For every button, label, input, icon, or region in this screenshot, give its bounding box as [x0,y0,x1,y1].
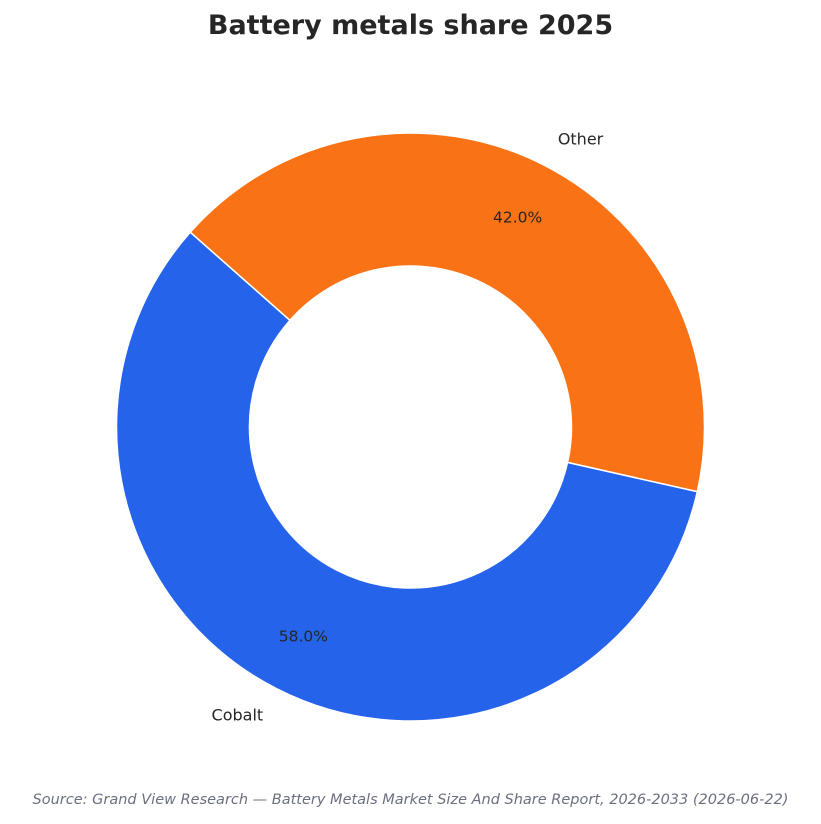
slices-layer [115,132,706,722]
value-label-other: 42.0% [493,209,542,227]
category-label-other: Other [558,130,604,149]
source-note: Source: Grand View Research — Battery Me… [32,792,789,808]
value-label-cobalt: 58.0% [279,627,328,645]
slice-other [189,132,706,493]
category-label-cobalt: Cobalt [212,705,264,724]
chart-title: Battery metals share 2025 [207,10,614,41]
labels-layer: 58.0% Cobalt 42.0% Other [212,130,604,725]
slice-cobalt [115,231,699,722]
